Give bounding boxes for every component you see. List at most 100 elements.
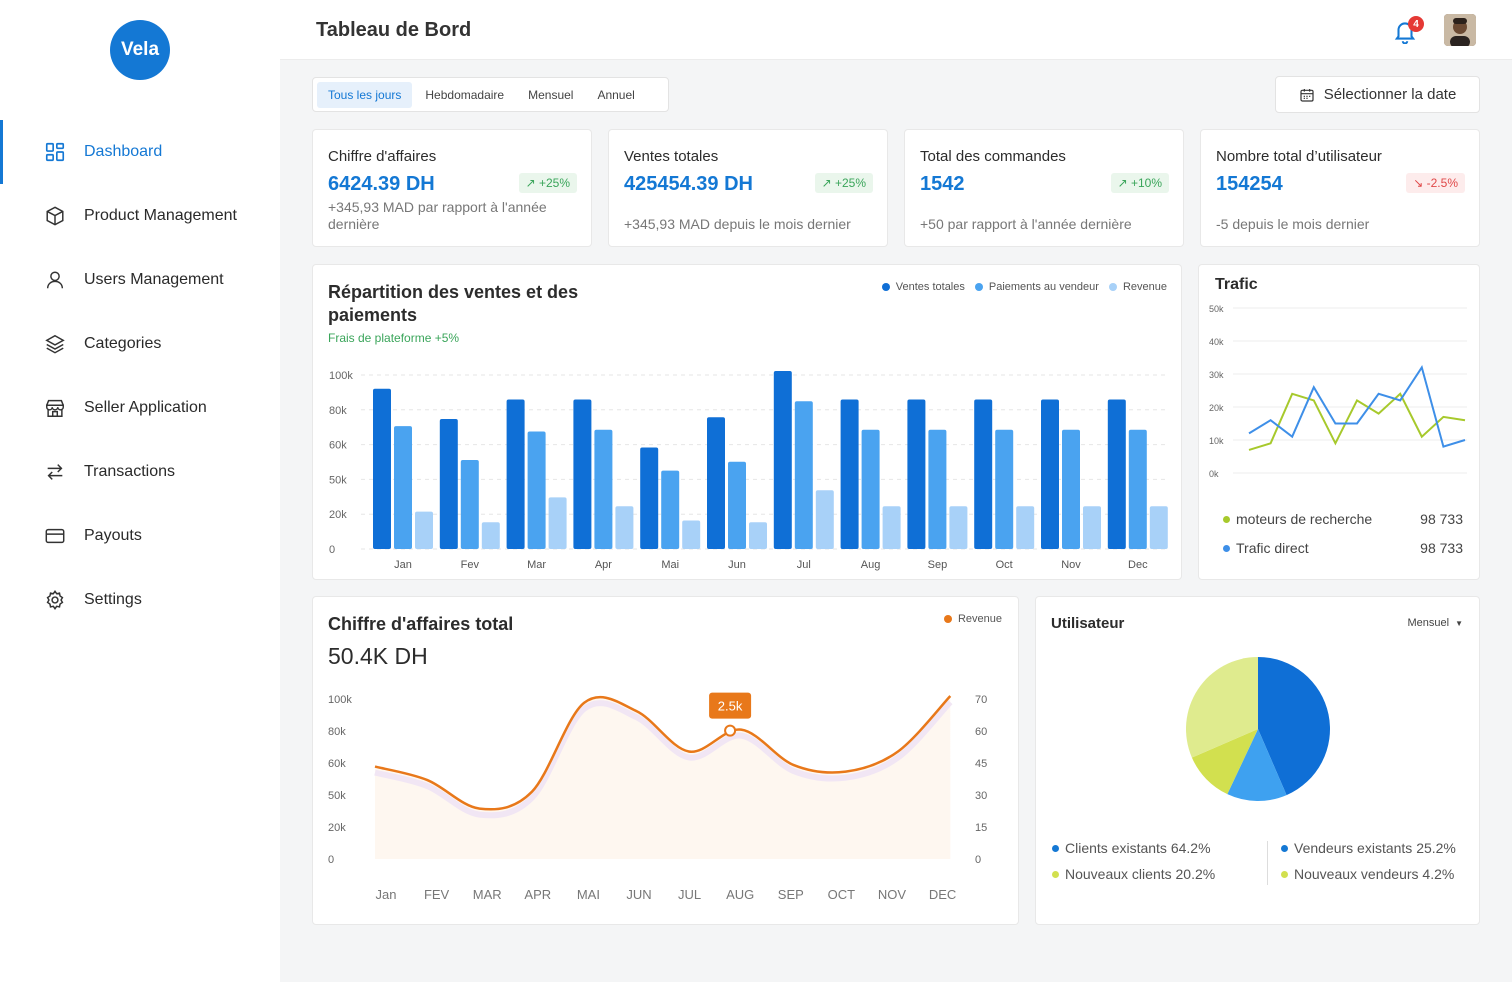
x-tick-label: Jul [797,559,811,571]
pie-legend-value: 64.2% [1170,840,1211,856]
traffic-line-chart: 0k 10k 20k 30k 40k 50k [1209,304,1467,479]
x-tick-label: Jun [728,559,746,571]
sidebar-item-label: Seller Application [84,399,207,416]
sidebar-item-transactions[interactable]: Transactions [0,440,280,504]
pie-legend-label: Clients existants [1065,840,1167,856]
y-tick-label: 0 [328,854,334,866]
bar-0 [907,399,926,549]
trend-down-icon: ↘ [1413,176,1427,190]
trend-value: +25% [538,176,570,190]
pie-legend-label: Nouveaux clients [1065,866,1172,882]
y-tick-label: 80k [328,726,346,738]
top-header: Tableau de Bord 4 [280,0,1512,60]
sidebar-item-label: Payouts [84,527,142,544]
sidebar-item-label: Users Management [84,271,224,288]
y-tick-label: 20k [329,509,347,521]
trend-badge: ↗ +10% [1110,173,1169,193]
sidebar-item-dashboard[interactable]: Dashboard [0,120,280,184]
bar-1 [995,429,1014,549]
bar-0 [707,417,725,549]
legend-item: Revenue [943,613,1002,625]
avatar[interactable] [1444,14,1476,46]
revenue-value: 50.4K DH [328,643,428,669]
trend-badge: ↗ +25% [518,173,577,193]
revenue-title: Chiffre d'affaires total [328,614,514,634]
sales-chart-subtitle: Frais de plateforme +5% [328,331,460,345]
tab-hebdomadaire[interactable]: Hebdomadaire [425,87,505,102]
bar-2 [1083,506,1101,549]
sidebar-item-seller-application[interactable]: Seller Application [0,376,280,440]
traffic-series-line [1248,364,1466,448]
pie-slice [1186,657,1258,758]
bar-1 [728,461,746,549]
bar-0 [1041,399,1059,549]
legend-divider [1267,841,1268,885]
legend-item: Ventes totales [881,281,965,293]
stat-value: 1542 [920,173,965,195]
x-tick-label: Sep [928,559,948,571]
traffic-label: moteurs de recherche [1236,511,1373,527]
stat-subtext: -5 depuis le mois dernier [1216,216,1370,232]
y-tick-label: 50k [328,790,346,802]
bar-2 [615,506,634,549]
sidebar-item-product-management[interactable]: Product Management [0,184,280,248]
sidebar-item-label: Transactions [84,463,175,480]
x-tick-label: Mai [661,559,679,571]
x-tick-label: Oct [996,559,1013,571]
trend-up-icon: ↗ [1117,176,1131,190]
pie-legend-new-clients: Nouveaux clients 20.2% [1052,866,1215,882]
pie-legend-existing-sellers: Vendeurs existants 25.2% [1281,840,1456,856]
x-tick-label: APR [524,887,551,902]
sidebar-item-label: Dashboard [84,143,163,160]
x-tick-label: AUG [726,887,754,902]
users-pie-chart [1186,657,1330,801]
tab-annuel[interactable]: Annuel [597,87,635,102]
x-tick-label: Jan [394,559,412,571]
sidebar-item-label: Categories [84,335,162,352]
sidebar-item-label: Settings [84,591,142,608]
pie-legend-label: Vendeurs existants [1294,840,1413,856]
sales-chart-card: Répartition des ventes et des paiements … [312,264,1182,580]
legend-label: Paiements au vendeur [988,281,1099,293]
y-tick-label: 30k [1209,370,1224,380]
x-tick-label: SEP [778,887,804,902]
select-date-button[interactable]: Sélectionner la date [1275,76,1480,113]
pie-legend-value: 4.2% [1422,866,1455,882]
sidebar-item-settings[interactable]: Settings [0,568,280,632]
sidebar-item-users-management[interactable]: Users Management [0,248,280,312]
tab-tous-les-jours[interactable]: Tous les jours [317,81,413,108]
y-tick-label: 50k [1209,304,1224,314]
bar-2 [1149,506,1168,549]
traffic-row-search: moteurs de recherche 98 733 [1223,511,1463,527]
bar-0 [974,399,993,549]
bar-1 [1062,429,1080,549]
bar-2 [882,506,901,549]
y-tick-label: 100k [329,370,353,382]
bar-0 [506,399,525,549]
pie-legend-value: 20.2% [1175,866,1216,882]
sidebar-item-payouts[interactable]: Payouts [0,504,280,568]
tab-mensuel[interactable]: Mensuel [528,87,574,102]
bar-0 [840,399,859,549]
stat-title: Chiffre d'affaires [328,148,437,165]
stat-subtext: +345,93 MAD depuis le mois dernier [624,216,851,232]
sidebar-item-label: Product Management [84,207,237,224]
bar-2 [682,520,701,549]
sidebar-item-categories[interactable]: Categories [0,312,280,376]
trend-badge: ↗ +25% [814,173,873,193]
user-icon [46,271,64,289]
card-icon [45,528,65,544]
stat-subtext: +50 par rapport à l'année dernière [920,216,1132,232]
period-dropdown[interactable]: Mensuel ▼ [1407,617,1463,629]
bar-1 [928,429,947,549]
bell-icon[interactable] [1392,18,1418,44]
legend-label: Revenue [957,613,1002,625]
chevron-down-icon: ▼ [1455,619,1463,628]
y-tick-label: 20k [1209,403,1224,413]
pie-slice [1191,729,1258,795]
y2-tick-label: 30 [975,790,987,802]
page-title: Tableau de Bord [316,19,472,41]
logo[interactable]: Vela [110,20,170,80]
bar-1 [460,460,479,549]
annotation-label: 2.5k [718,699,743,714]
